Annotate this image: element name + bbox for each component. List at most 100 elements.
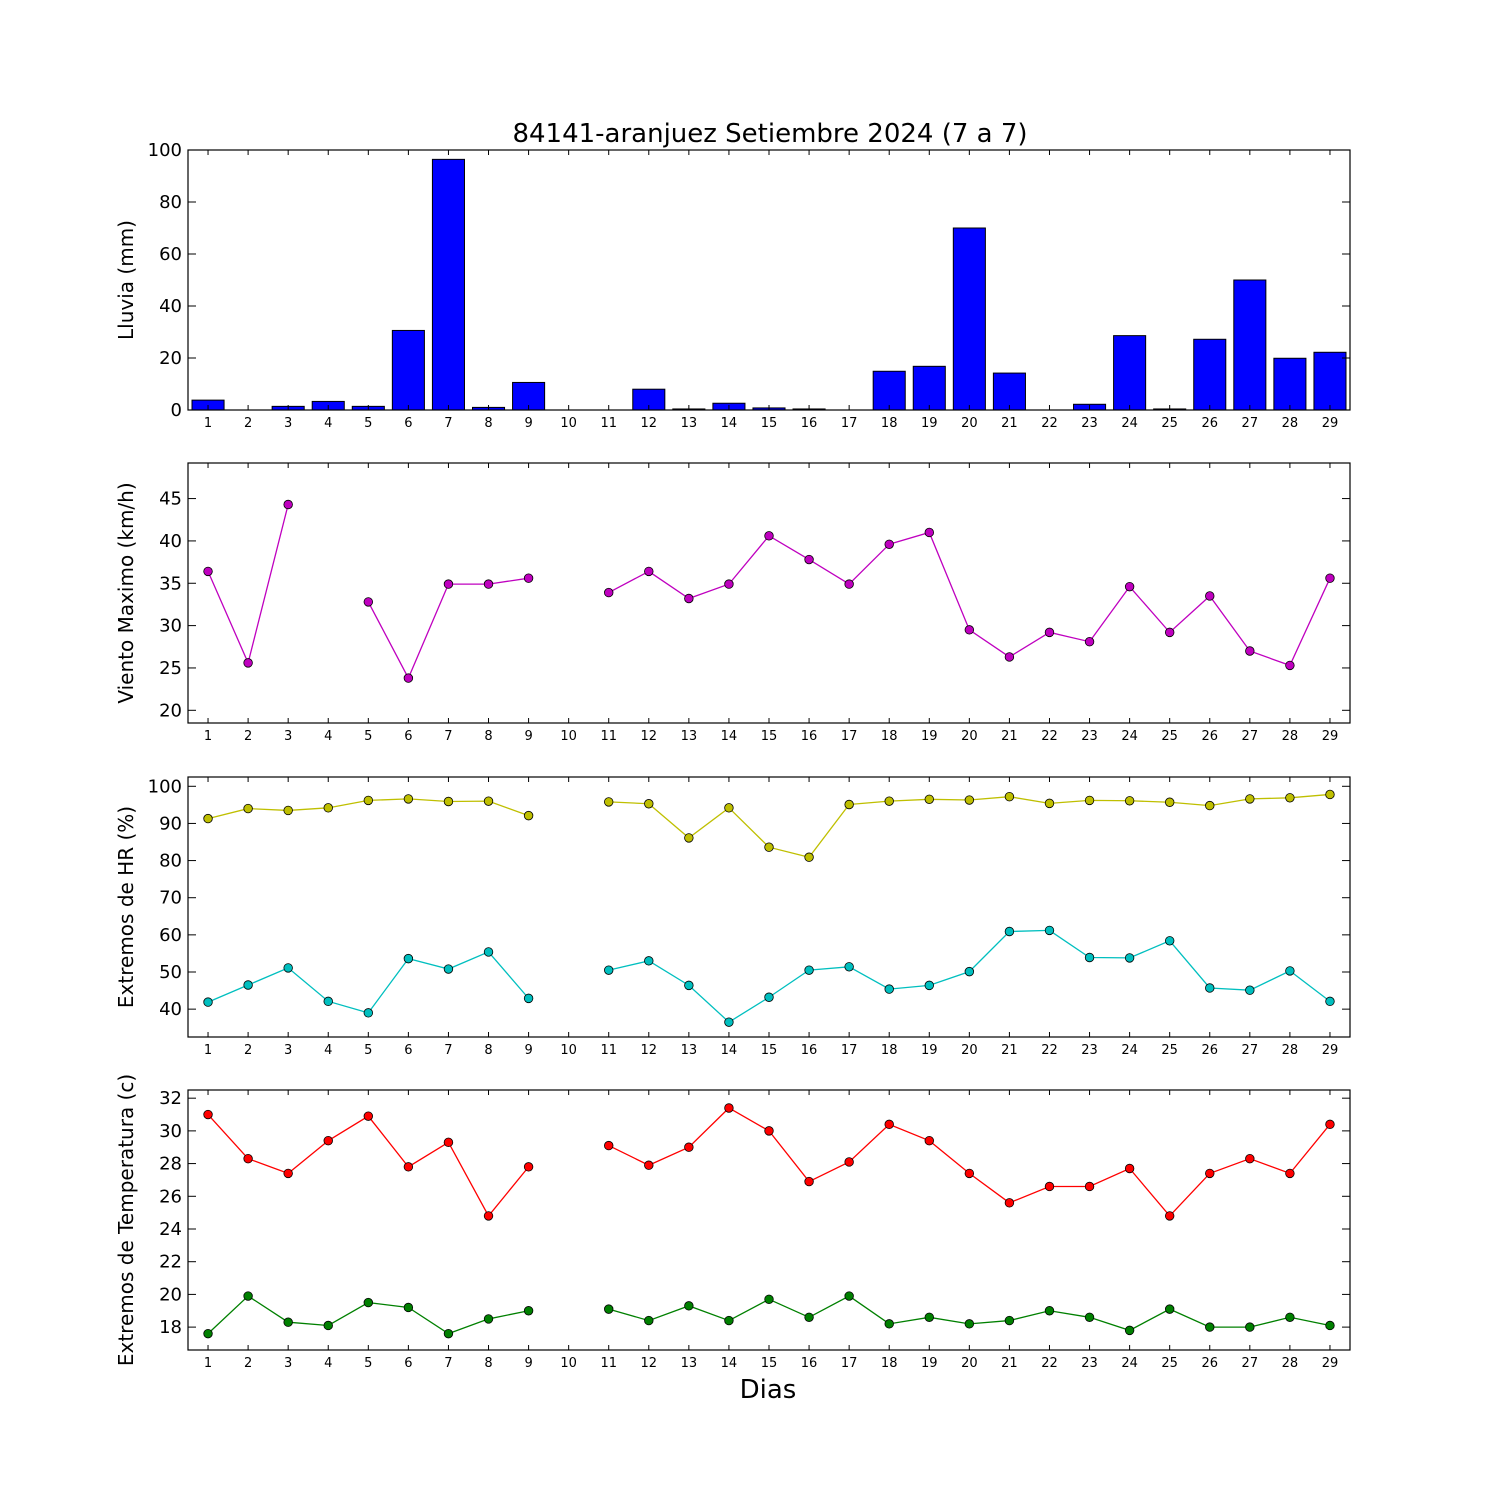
data-point (1245, 646, 1255, 656)
bar (992, 372, 1026, 411)
data-point (924, 1312, 934, 1323)
y-tick-label: 18 (159, 1317, 182, 1338)
x-tick-label: 11 (600, 416, 617, 431)
bar (1193, 338, 1227, 411)
x-tick-label: 3 (284, 1356, 292, 1371)
x-tick-label: 5 (364, 416, 372, 431)
y-tick-label: 100 (148, 776, 182, 797)
data-point (844, 579, 854, 589)
x-tick-label: 7 (444, 1043, 452, 1058)
bar (1273, 357, 1307, 411)
data-point (884, 539, 894, 550)
data-point (964, 795, 975, 805)
x-tick-label: 11 (600, 1356, 617, 1371)
data-point (1004, 926, 1015, 937)
data-point (1285, 793, 1295, 803)
data-point (1245, 794, 1255, 804)
x-tick-label: 23 (1081, 1356, 1098, 1371)
data-point (283, 1317, 293, 1327)
data-point (684, 593, 694, 604)
x-tick-label: 24 (1121, 729, 1138, 744)
y-tick-label: 60 (159, 925, 182, 946)
data-point (403, 953, 414, 964)
data-point (964, 966, 975, 977)
x-tick-label: 8 (484, 1356, 492, 1371)
data-point (1044, 925, 1055, 936)
y-tick-label: 80 (159, 192, 182, 213)
x-tick-label: 28 (1282, 1043, 1299, 1058)
data-point (724, 1017, 734, 1027)
x-tick-label: 28 (1282, 1356, 1299, 1371)
data-point (1205, 591, 1215, 601)
y-tick-label: 20 (159, 700, 182, 721)
x-tick-label: 5 (364, 1043, 372, 1058)
data-point (443, 579, 454, 589)
x-tick-label: 24 (1121, 1043, 1138, 1058)
x-tick-label: 14 (721, 1356, 738, 1371)
data-point (203, 566, 213, 577)
data-point (403, 673, 414, 683)
data-point (1164, 627, 1175, 638)
data-point (724, 803, 734, 813)
x-tick-label: 20 (961, 1043, 978, 1058)
data-point (403, 1162, 414, 1172)
data-point (363, 795, 374, 806)
data-point (644, 799, 654, 809)
x-tick-label: 23 (1081, 1043, 1098, 1058)
data-point (403, 1302, 414, 1313)
data-point (764, 1294, 774, 1305)
data-point (1285, 966, 1295, 976)
x-tick-label: 8 (484, 1043, 492, 1058)
x-tick-label: 11 (600, 1043, 617, 1058)
x-tick-label: 27 (1242, 416, 1259, 431)
x-tick-label: 3 (284, 1043, 292, 1058)
data-point (1245, 1322, 1255, 1332)
bar (1113, 335, 1147, 411)
data-point (804, 1312, 814, 1323)
data-point (1044, 627, 1055, 638)
x-tick-label: 17 (841, 1356, 858, 1371)
x-tick-label: 19 (921, 416, 938, 431)
x-tick-label: 16 (801, 416, 818, 431)
x-tick-label: 25 (1161, 1043, 1178, 1058)
data-point (844, 1157, 854, 1167)
data-point (483, 1211, 494, 1221)
x-tick-label: 29 (1322, 729, 1339, 744)
x-tick-label: 12 (641, 1043, 658, 1058)
series-line (207, 1114, 530, 1218)
series-line (207, 504, 289, 665)
x-tick-label: 13 (681, 1356, 698, 1371)
x-tick-label: 29 (1322, 416, 1339, 431)
x-tick-label: 21 (1001, 416, 1018, 431)
x-tick-label: 15 (761, 1356, 778, 1371)
data-point (724, 1103, 734, 1113)
data-point (1325, 1119, 1335, 1130)
x-tick-label: 27 (1242, 1356, 1259, 1371)
data-point (924, 527, 934, 538)
data-point (924, 1135, 934, 1146)
data-point (604, 965, 614, 975)
data-point (604, 587, 614, 598)
data-point (1004, 652, 1015, 662)
data-point (884, 1119, 894, 1130)
data-point (523, 810, 534, 821)
data-point (1004, 1315, 1015, 1326)
x-tick-label: 26 (1201, 729, 1218, 744)
data-point (604, 797, 614, 807)
data-point (1164, 936, 1175, 946)
x-tick-label: 22 (1041, 416, 1058, 431)
x-tick-label: 12 (641, 729, 658, 744)
data-point (483, 579, 494, 589)
x-tick-label: 20 (961, 416, 978, 431)
data-point (644, 566, 654, 577)
data-point (804, 554, 814, 565)
data-point (1124, 1325, 1135, 1336)
data-point (884, 984, 894, 994)
x-tick-label: 5 (364, 729, 372, 744)
x-tick-label: 4 (324, 416, 332, 431)
bar (1233, 279, 1267, 411)
data-point (644, 1315, 654, 1326)
data-point (1285, 660, 1295, 671)
data-point (283, 1168, 293, 1179)
